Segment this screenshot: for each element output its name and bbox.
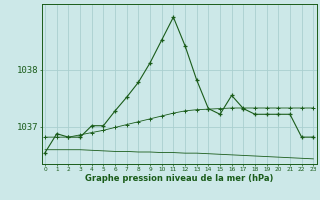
- X-axis label: Graphe pression niveau de la mer (hPa): Graphe pression niveau de la mer (hPa): [85, 174, 273, 183]
